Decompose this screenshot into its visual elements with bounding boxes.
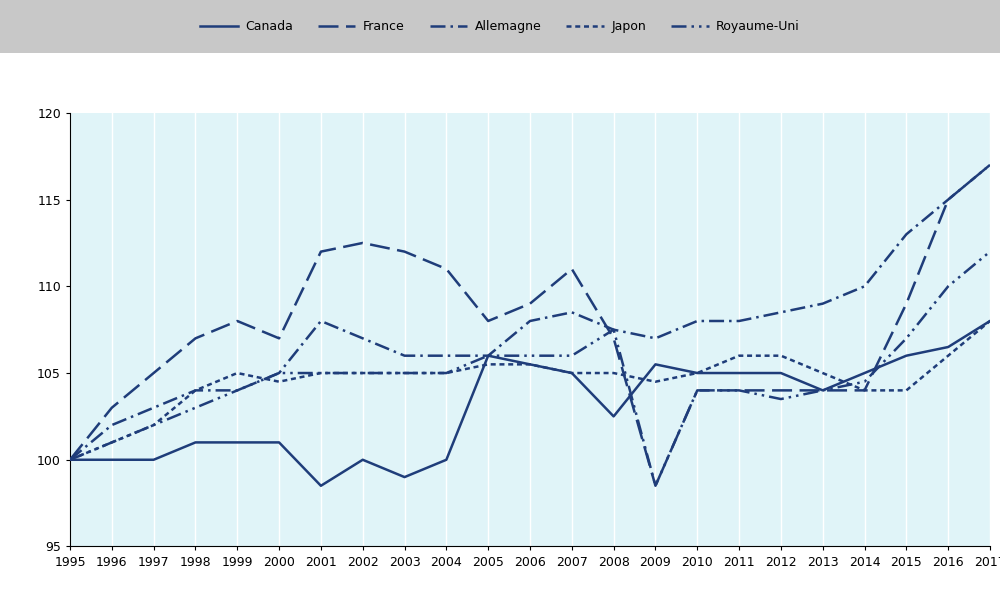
Legend: Canada, France, Allemagne, Japon, Royaume-Uni: Canada, France, Allemagne, Japon, Royaum…	[194, 14, 806, 39]
